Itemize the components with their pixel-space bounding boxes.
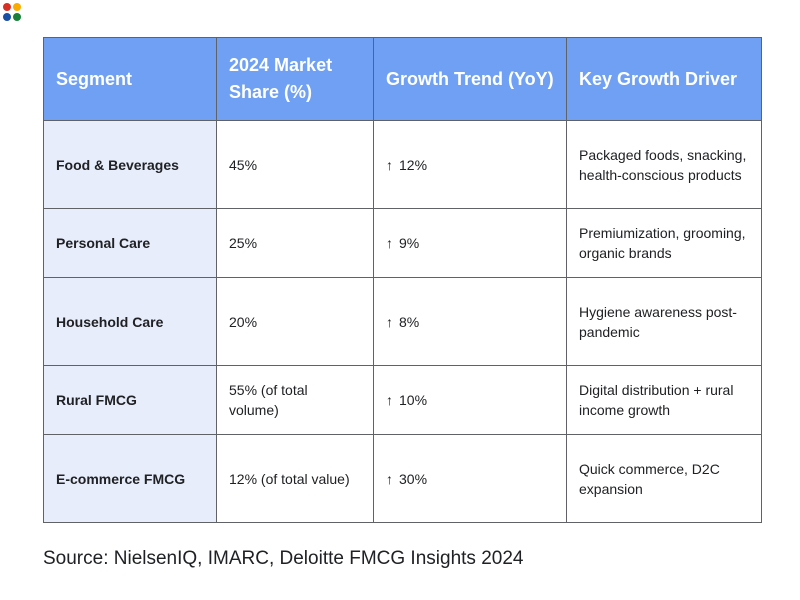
table-row: Personal Care 25% ↑ 9% Premiumization, gr… <box>43 208 762 278</box>
market-share-cell: 12% (of total value) <box>216 434 374 523</box>
header-segment: Segment <box>43 37 217 121</box>
header-market-share: 2024 Market Share (%) <box>216 37 374 121</box>
growth-trend-cell: ↑ 9% <box>373 208 567 278</box>
growth-trend-cell: ↑ 12% <box>373 120 567 209</box>
growth-value: 9% <box>399 235 420 251</box>
growth-value: 12% <box>399 156 428 173</box>
growth-trend-cell: ↑ 30% <box>373 434 567 523</box>
growth-value: 30% <box>399 470 428 487</box>
key-driver-cell: Packaged foods, snacking, health-conscio… <box>566 120 762 209</box>
table-header-row: Segment 2024 Market Share (%) Growth Tre… <box>43 37 762 121</box>
growth-trend-cell: ↑ 8% <box>373 277 567 366</box>
up-arrow-icon: ↑ <box>386 156 393 173</box>
header-growth-trend: Growth Trend (YoY) <box>373 37 567 121</box>
segment-cell: Rural FMCG <box>43 365 217 435</box>
header-key-driver: Key Growth Driver <box>566 37 762 121</box>
up-arrow-icon: ↑ <box>386 313 393 330</box>
growth-trend-cell: ↑ 10% <box>373 365 567 435</box>
up-arrow-icon: ↑ <box>386 470 393 487</box>
segment-cell: Food & Beverages <box>43 120 217 209</box>
market-share-cell: 20% <box>216 277 374 366</box>
table-row: E-commerce FMCG 12% (of total value) ↑ 30… <box>43 434 762 523</box>
up-arrow-icon: ↑ <box>386 235 393 251</box>
market-share-cell: 25% <box>216 208 374 278</box>
table-row: Household Care 20% ↑ 8% Hygiene awareness… <box>43 277 762 366</box>
logo-dot-red <box>3 3 11 11</box>
key-driver-cell: Quick commerce, D2C expansion <box>566 434 762 523</box>
segment-cell: Household Care <box>43 277 217 366</box>
key-driver-cell: Digital distribution + rural income grow… <box>566 365 762 435</box>
up-arrow-icon: ↑ <box>386 392 393 408</box>
segment-cell: E-commerce FMCG <box>43 434 217 523</box>
market-share-cell: 55% (of total volume) <box>216 365 374 435</box>
logo-dot-blue <box>3 13 11 21</box>
source-caption: Source: NielsenIQ, IMARC, Deloitte FMCG … <box>43 548 524 569</box>
brand-logo <box>3 3 23 23</box>
segment-cell: Personal Care <box>43 208 217 278</box>
market-share-cell: 45% <box>216 120 374 209</box>
logo-dot-yellow <box>13 3 21 11</box>
key-driver-cell: Hygiene awareness post-pandemic <box>566 277 762 366</box>
table-row: Food & Beverages 45% ↑ 12% Packaged foods… <box>43 120 762 209</box>
growth-value: 8% <box>399 313 420 330</box>
fmcg-segment-table: Segment 2024 Market Share (%) Growth Tre… <box>43 37 762 523</box>
key-driver-cell: Premiumization, grooming, organic brands <box>566 208 762 278</box>
table-row: Rural FMCG 55% (of total volume) ↑ 10% Di… <box>43 365 762 435</box>
growth-value: 10% <box>399 392 428 408</box>
logo-dot-green <box>13 13 21 21</box>
